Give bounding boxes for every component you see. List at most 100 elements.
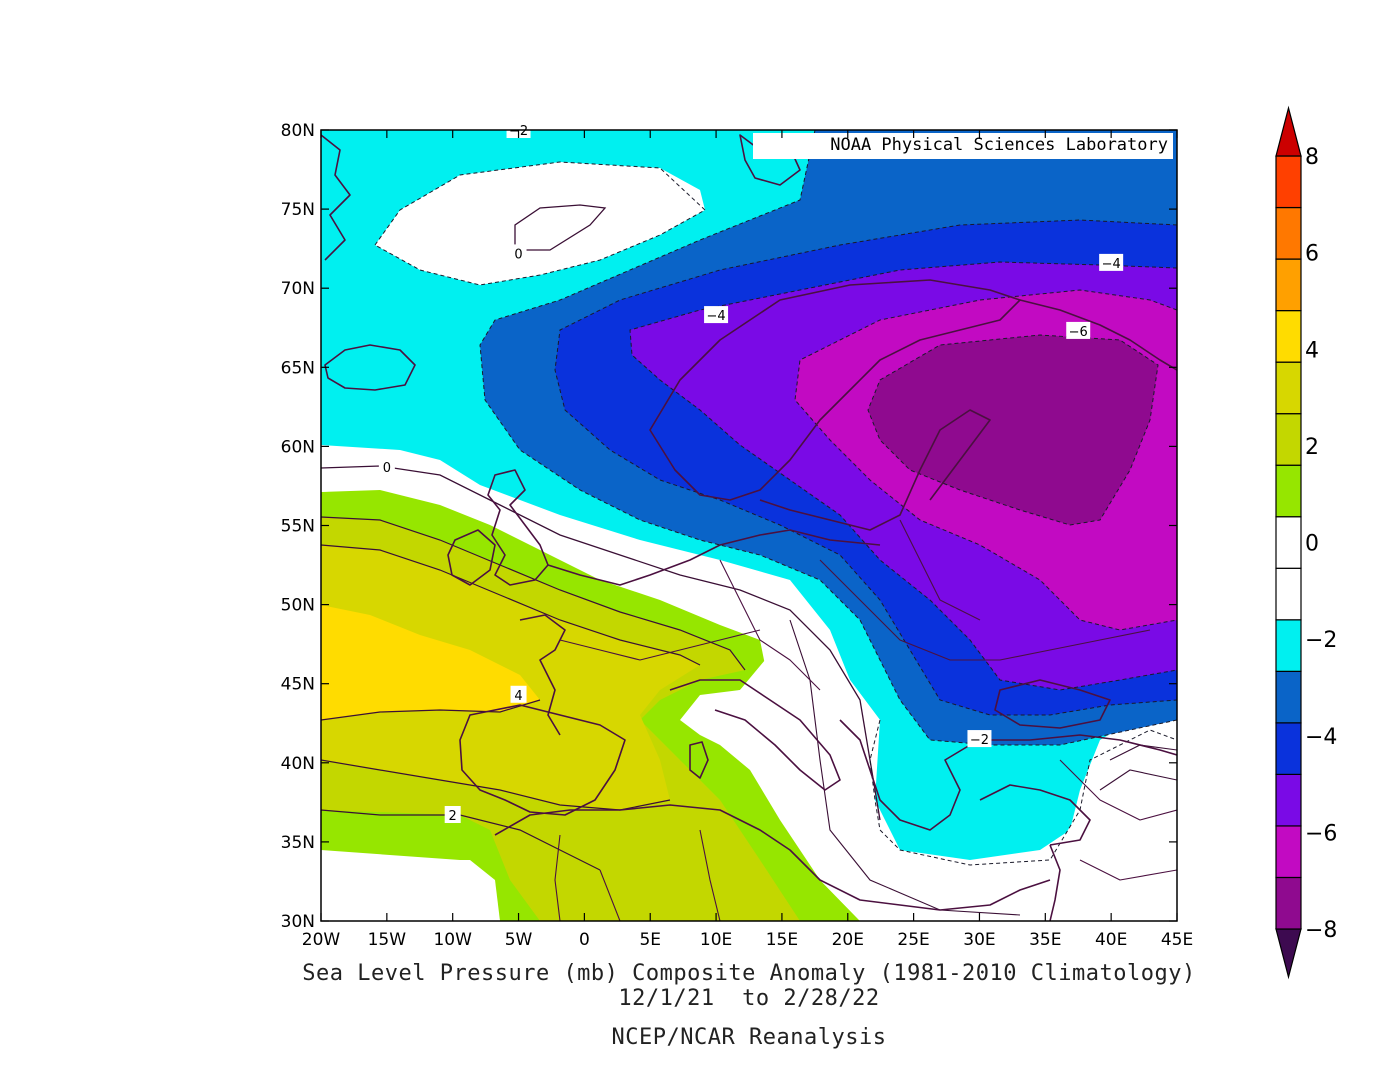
lon-tick-label: 45E xyxy=(1161,930,1193,950)
caption-source: NCEP/NCAR Reanalysis xyxy=(612,1025,887,1050)
longitude-axis: 20W 15W 10W 5W 0 5E 10E 15E 20E 25E 30E 35E 40E 45E xyxy=(302,130,1193,950)
colorbar-label: 2 xyxy=(1305,435,1319,460)
caption-dates: 12/1/21 to 2/28/22 xyxy=(618,986,879,1011)
contour-fills xyxy=(321,130,1177,921)
colorbar-bin xyxy=(1275,206,1302,260)
colorbar: 8 6 4 2 0 −2 −4 −6 −8 xyxy=(1275,105,1337,980)
coast-black-sea xyxy=(994,679,1111,729)
boundary-2 xyxy=(719,559,821,691)
contour-label-box xyxy=(967,730,992,748)
contour-0-arctic xyxy=(514,204,607,251)
boundary-9 xyxy=(1059,759,1177,821)
colorbar-bin xyxy=(1275,155,1302,209)
colorbar-label: −6 xyxy=(1305,821,1337,846)
contour-label: −4 xyxy=(706,309,725,324)
contour-minus4 xyxy=(629,261,1177,691)
latitude-axis: 80N 75N 70N 65N 60N 55N 50N 45N 40N 35N 30N xyxy=(281,121,1177,932)
contour-3 xyxy=(321,809,601,871)
credit-box xyxy=(753,133,1173,159)
lon-tick-label: 20W xyxy=(302,930,341,950)
contour-0-north xyxy=(321,465,881,821)
credit-text: NOAA Physical Sciences Laboratory xyxy=(830,135,1168,155)
coast-greenland xyxy=(321,134,351,261)
coast-scandinavia xyxy=(649,279,1021,501)
lat-tick-label: 60N xyxy=(281,437,315,457)
lat-tick-label: 55N xyxy=(281,517,315,537)
colorbar-label: 0 xyxy=(1305,532,1319,557)
lat-tick-label: 35N xyxy=(281,833,315,853)
colorbar-bin xyxy=(1275,361,1302,415)
lat-tick-label: 70N xyxy=(281,279,315,299)
coastlines xyxy=(321,134,1177,921)
contour-label-box xyxy=(704,306,729,324)
fill-white-med xyxy=(690,590,1177,921)
contour-minus1-med xyxy=(869,719,1177,866)
lon-tick-label: 15W xyxy=(368,930,407,950)
contour-label-box xyxy=(1099,253,1124,271)
contour-label: 2 xyxy=(449,809,457,824)
colorbar-label: 8 xyxy=(1305,145,1319,170)
colorbar-bin xyxy=(1275,825,1302,879)
contour-label: 4 xyxy=(514,689,522,704)
lon-tick-label: 40E xyxy=(1095,930,1127,950)
colorbar-bin xyxy=(1275,258,1302,312)
colorbar-label: 4 xyxy=(1305,338,1319,363)
boundary-8 xyxy=(1079,859,1177,881)
lon-tick-label: 15E xyxy=(766,930,798,950)
coast-baltic xyxy=(759,409,991,531)
lat-tick-label: 40N xyxy=(281,754,315,774)
coast-sardinia xyxy=(689,741,709,779)
contour-label: −6 xyxy=(1069,325,1088,340)
lon-tick-label: 20E xyxy=(832,930,864,950)
contour-minus1 xyxy=(374,161,706,286)
colorbar-bin xyxy=(1275,722,1302,775)
coast-iberia xyxy=(459,704,626,816)
coast-balkans-greece xyxy=(839,719,991,831)
lon-tick-label: 0 xyxy=(579,930,590,950)
contour-label-box xyxy=(510,685,527,703)
lon-tick-label: 5W xyxy=(505,930,533,950)
colorbar-bin xyxy=(1275,413,1302,466)
coast-italy xyxy=(669,679,841,791)
contour-label: 0 xyxy=(514,247,522,262)
fill-white-northsea xyxy=(321,458,520,520)
lon-tick-label: 25E xyxy=(897,930,929,950)
lon-tick-label: 35E xyxy=(1029,930,1061,950)
colorbar-bin xyxy=(1275,876,1302,930)
boundary-7 xyxy=(554,834,561,921)
colorbar-label: 6 xyxy=(1305,242,1319,267)
contour-1 xyxy=(321,516,746,671)
fill-white-northafrica xyxy=(321,860,500,921)
boundary-3 xyxy=(819,559,1151,661)
lon-tick-label: 30E xyxy=(963,930,995,950)
caption: Sea Level Pressure (mb) Composite Anomal… xyxy=(302,961,1195,1050)
contour-label-box xyxy=(444,806,461,824)
contour-label-box xyxy=(378,457,395,475)
coast-levant xyxy=(1049,844,1061,921)
contour-label-box xyxy=(1066,321,1091,339)
coast-britain xyxy=(487,469,549,586)
coast-continental-north xyxy=(547,529,881,586)
colorbar-label: −4 xyxy=(1305,725,1337,750)
coast-north-africa xyxy=(494,804,1051,911)
fill-white-arctic xyxy=(375,162,705,285)
colorbar-bin xyxy=(1275,567,1302,621)
caption-title: Sea Level Pressure (mb) Composite Anomal… xyxy=(302,961,1195,986)
lat-tick-label: 80N xyxy=(281,121,315,141)
colorbar-label: −8 xyxy=(1305,918,1337,943)
colorbar-bin xyxy=(1275,310,1302,363)
fill-minus8-to-minus7 xyxy=(868,335,1158,525)
colorbar-bin xyxy=(1275,619,1302,672)
contour-label: 0 xyxy=(383,461,391,476)
contour-minus3 xyxy=(554,219,1177,716)
lat-tick-label: 75N xyxy=(281,200,315,220)
colorbar-bin xyxy=(1275,773,1302,827)
lon-tick-label: 10W xyxy=(433,930,472,950)
coast-ireland xyxy=(447,529,496,586)
lat-tick-label: 30N xyxy=(281,912,315,932)
coast-turkey-south xyxy=(979,784,1091,846)
fill-4-to-5 xyxy=(321,605,540,720)
